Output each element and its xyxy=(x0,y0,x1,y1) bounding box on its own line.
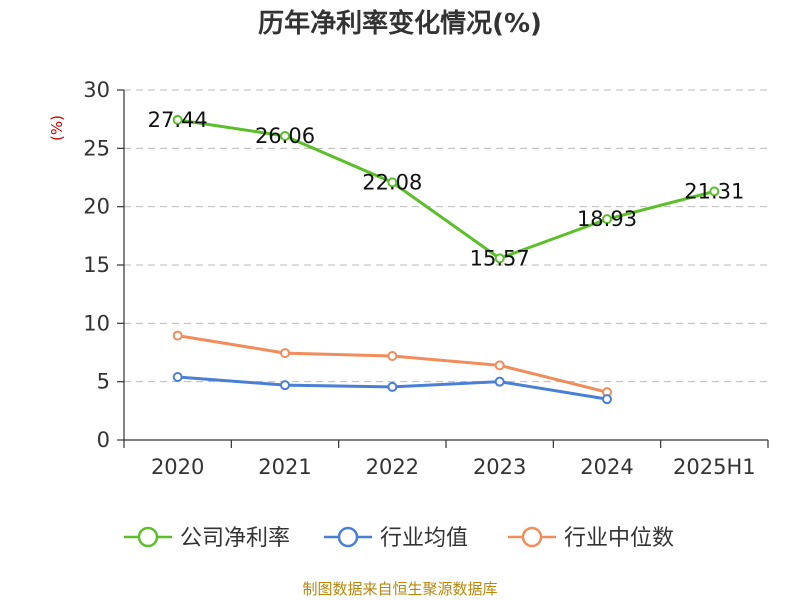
legend-item[interactable]: 公司净利率 xyxy=(124,526,290,551)
data-label: 21.31 xyxy=(684,179,744,203)
x-tick-label: 2024 xyxy=(580,455,633,479)
x-tick-label: 2020 xyxy=(151,455,204,479)
data-point xyxy=(709,186,720,197)
data-point xyxy=(387,351,398,361)
data-point xyxy=(280,348,290,359)
source-note: 制图数据来自恒生聚源数据库 xyxy=(302,580,497,598)
legend-marker xyxy=(521,526,543,548)
y-tick-label: 10 xyxy=(83,311,110,335)
data-label: 27.44 xyxy=(148,108,208,132)
x-tick-label: 2021 xyxy=(258,455,311,479)
y-tick-label: 15 xyxy=(83,253,110,277)
data-point xyxy=(172,372,183,382)
legend-label: 公司净利率 xyxy=(180,526,290,551)
data-label-layer: 27.44 26.06 22.08 15.57 18.93 21.31 xyxy=(148,108,745,270)
chart-title: 历年净利率变化情况(%) xyxy=(258,8,542,39)
data-label: 18.93 xyxy=(577,207,637,231)
data-point xyxy=(494,360,505,371)
y-tick-label: 20 xyxy=(83,195,110,219)
data-point xyxy=(280,130,290,141)
data-point xyxy=(172,114,183,125)
y-tick-label: 5 xyxy=(97,370,110,394)
data-label: 22.08 xyxy=(362,170,422,194)
y-tick-label: 0 xyxy=(97,428,110,452)
data-point xyxy=(172,330,183,341)
x-tick-label: 2023 xyxy=(473,455,526,479)
data-point xyxy=(602,394,612,405)
x-tick-label: 2022 xyxy=(366,455,419,479)
x-tick-label: 2025H1 xyxy=(673,455,756,479)
data-label: 15.57 xyxy=(470,246,530,270)
legend[interactable]: 公司净利率 行业均值 行业中位数 xyxy=(124,526,674,551)
y-axis-unit-label: (%) xyxy=(48,115,66,141)
data-point xyxy=(387,177,398,188)
data-point xyxy=(602,214,612,225)
legend-marker xyxy=(137,526,159,548)
legend-item[interactable]: 行业中位数 xyxy=(508,526,674,551)
series-line xyxy=(177,118,715,260)
grid-layer xyxy=(124,89,768,383)
legend-marker xyxy=(337,526,359,548)
data-point xyxy=(494,253,505,264)
legend-label: 行业均值 xyxy=(380,526,468,551)
axis-layer: 0 5 10 15 20 25 30 2020 2021 2022 2023 2024 2025H1 xyxy=(83,78,769,479)
series-layer xyxy=(172,114,720,405)
data-point xyxy=(387,381,398,392)
data-label: 26.06 xyxy=(255,124,315,148)
y-tick-label: 25 xyxy=(83,136,110,160)
data-point xyxy=(280,380,290,391)
legend-label: 行业中位数 xyxy=(564,526,674,551)
data-point xyxy=(494,376,505,387)
y-tick-label: 30 xyxy=(83,78,110,102)
legend-item[interactable]: 行业均值 xyxy=(324,526,468,551)
